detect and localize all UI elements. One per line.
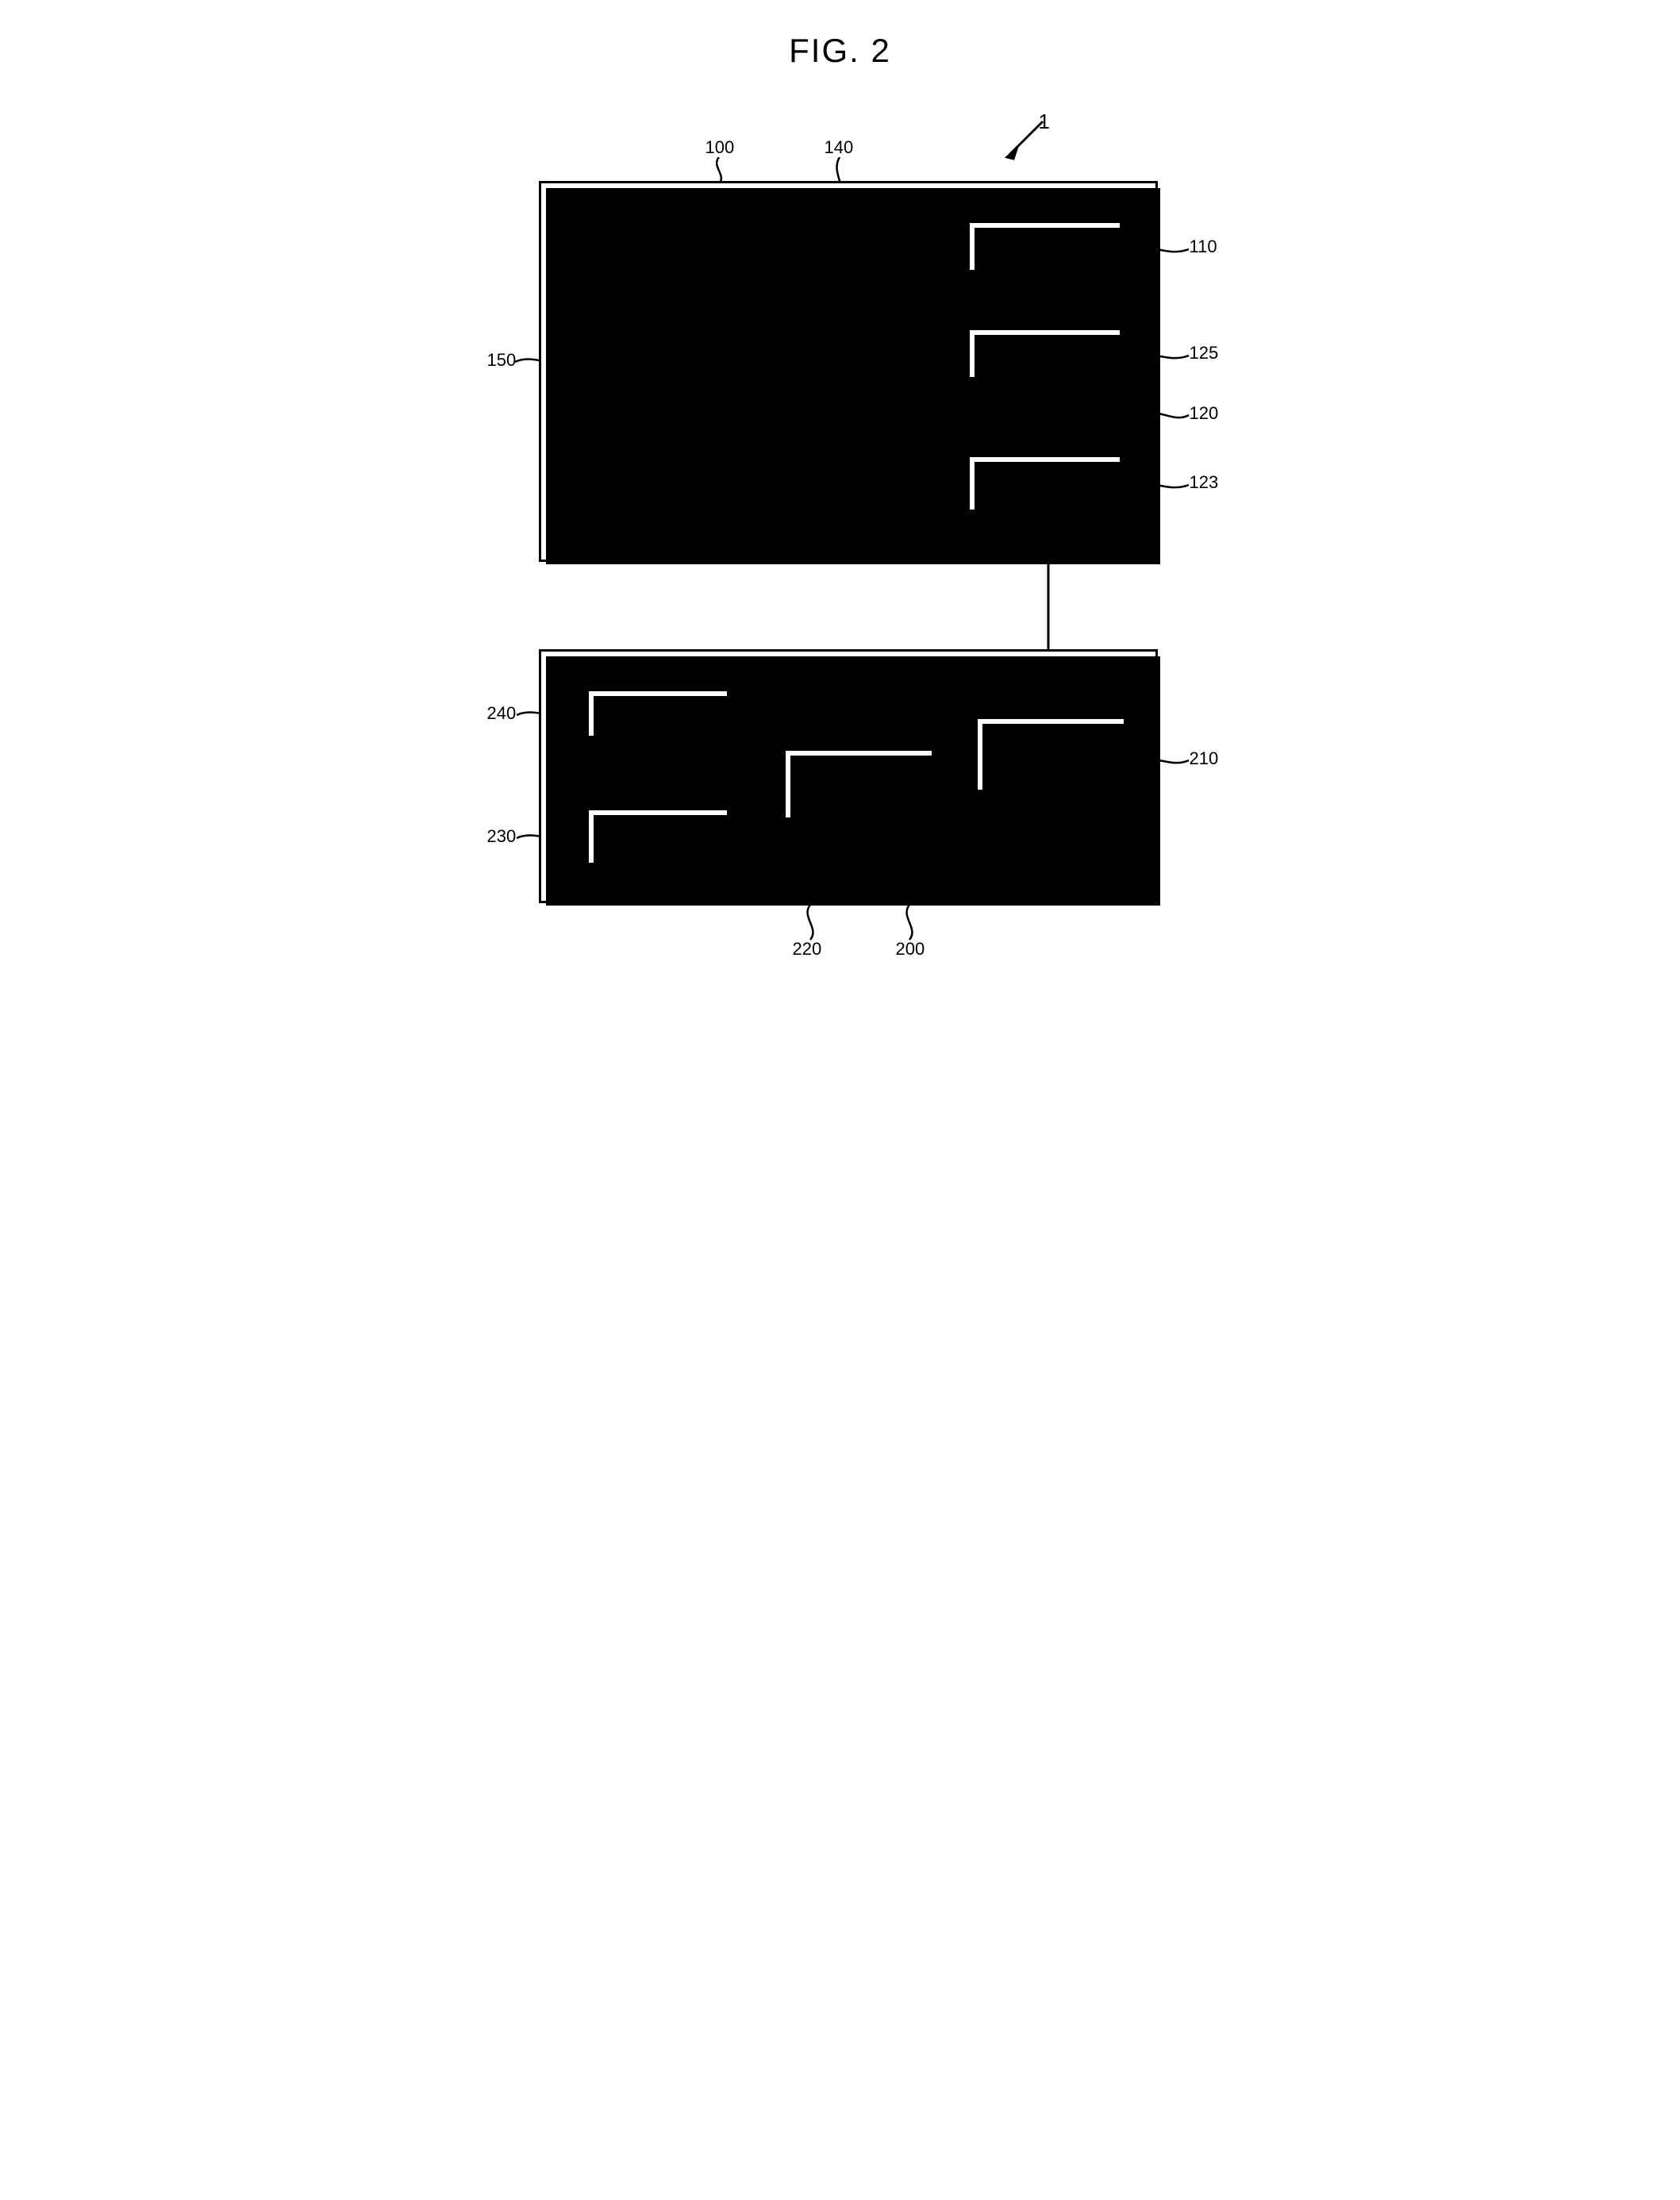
- label-scanning-unit: SCANNING UNIT: [988, 344, 1101, 363]
- ref-123-label: 123: [1190, 472, 1219, 493]
- label-host-storing-unit: HOST STORINGUNIT: [603, 819, 711, 855]
- block-host-comm-unit: HOSTCOMMUNICATINGUNIT: [975, 717, 1126, 792]
- ref-220-label: 220: [793, 939, 822, 960]
- ref-230-label: 230: [487, 826, 517, 847]
- block-printing-unit: PRINTING UNIT: [967, 221, 1122, 272]
- ref-110-label: 110: [1190, 237, 1217, 257]
- block-input-unit: INPUT UNIT: [586, 689, 729, 738]
- block-communicating-unit: COMMUNICATINGUNIT: [967, 455, 1122, 512]
- ref-210-label: 210: [1190, 748, 1219, 769]
- label-host-control-unit: HOST CONTROLUNIT: [802, 767, 915, 802]
- ref-240-label: 240: [487, 703, 517, 724]
- label-printing-unit: PRINTING UNIT: [992, 237, 1098, 256]
- ref-150-label: 150: [487, 350, 517, 371]
- diagram-canvas: 1 100 CONTROLLER 140 OPERATIONPANEL 150: [444, 133, 1237, 1006]
- ref-100-label: 100: [705, 137, 735, 158]
- figure-title: FIG. 2: [444, 32, 1237, 70]
- ref-120-label: 120: [1190, 403, 1219, 424]
- block-host-control-unit: HOST CONTROLUNIT: [783, 748, 934, 820]
- label-host-comm-unit: HOSTCOMMUNICATINGUNIT: [989, 728, 1112, 782]
- label-communicating-unit: COMMUNICATINGUNIT: [983, 466, 1106, 502]
- block-scanning-unit: SCANNING UNIT: [967, 328, 1122, 379]
- label-input-unit: INPUT UNIT: [617, 705, 698, 723]
- ref-125-label: 125: [1190, 343, 1219, 363]
- block-host-storing-unit: HOST STORINGUNIT: [586, 808, 729, 865]
- ref-200-label: 200: [896, 939, 925, 960]
- ref-140-label: 140: [825, 137, 854, 158]
